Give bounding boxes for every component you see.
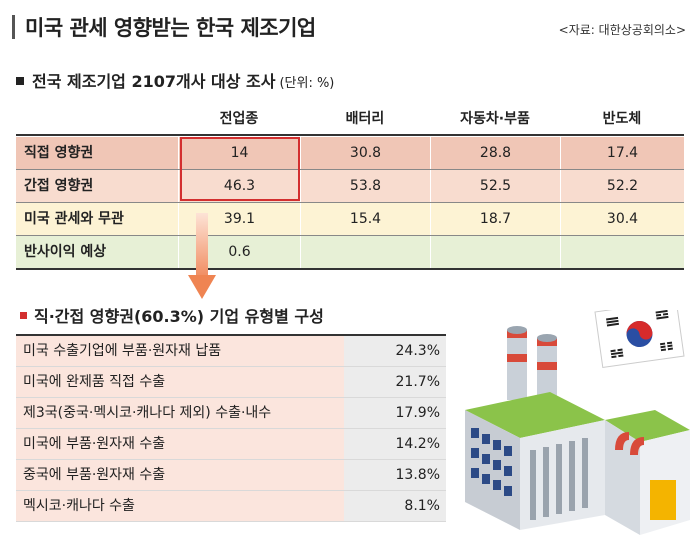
table-cell: 30.4 — [560, 203, 684, 235]
korea-flag-icon — [594, 310, 685, 369]
column-header: 자동차·부품 — [460, 111, 530, 127]
table-cell: 30.8 — [300, 137, 430, 169]
row-divider — [16, 235, 684, 236]
highlight-box — [180, 137, 300, 201]
survey-title: 전국 제조기업 2107개사 대상 조사 — [32, 72, 276, 91]
breakdown-heading: 직·간접 영향권(60.3%) 기업 유형별 구성 — [20, 303, 324, 327]
item-value: 13.8% — [344, 460, 446, 490]
table-cell — [430, 236, 560, 268]
table-cell: 52.5 — [430, 170, 560, 202]
row-label: 직접 영향권 — [16, 137, 178, 169]
item-label: 미국 수출기업에 부품·원자재 납품 — [16, 336, 344, 366]
column-header: 반도체 — [602, 111, 642, 127]
list-item: 중국에 부품·원자재 수출 13.8% — [16, 460, 446, 491]
red-square-bullet-icon — [20, 311, 27, 319]
item-value: 24.3% — [344, 336, 446, 366]
table-row: 반사이익 예상 0.6 — [16, 236, 684, 268]
list-item: 미국에 부품·원자재 수출 14.2% — [16, 429, 446, 460]
table-cell: 46.3 — [178, 170, 300, 202]
row-label: 반사이익 예상 — [16, 236, 178, 268]
down-arrow-icon — [188, 213, 216, 299]
breakdown-top-rule — [16, 334, 446, 336]
item-label: 미국에 부품·원자재 수출 — [16, 429, 344, 459]
source-note: <자료: 대한상공회의소> — [558, 23, 686, 37]
survey-unit: (단위: %) — [279, 76, 335, 91]
survey-heading: 전국 제조기업 2107개사 대상 조사 (단위: %) — [16, 68, 334, 92]
item-label: 미국에 완제품 직접 수출 — [16, 367, 344, 397]
item-value: 21.7% — [344, 367, 446, 397]
table-cell: 17.4 — [560, 137, 684, 169]
row-divider — [16, 202, 684, 203]
table-cell: 53.8 — [300, 170, 430, 202]
title-accent-bar — [12, 15, 15, 39]
chimney-right — [537, 334, 557, 402]
column-header: 배터리 — [345, 111, 385, 127]
title-bar: 미국 관세 영향받는 한국 제조기업 — [12, 14, 316, 40]
item-label: 제3국(중국·멕시코·캐나다 제외) 수출·내수 — [16, 398, 344, 428]
breakdown-title: 직·간접 영향권(60.3%) 기업 유형별 구성 — [34, 307, 324, 326]
list-item: 멕시코·캐나다 수출 8.1% — [16, 491, 446, 522]
factory-building — [465, 392, 690, 535]
item-value: 17.9% — [344, 398, 446, 428]
table-row: 미국 관세와 무관 39.1 15.4 18.7 30.4 — [16, 203, 684, 235]
row-divider — [16, 169, 684, 170]
table-cell: 52.2 — [560, 170, 684, 202]
table-cell: 28.8 — [430, 137, 560, 169]
list-item: 미국에 완제품 직접 수출 21.7% — [16, 367, 446, 398]
row-label: 간접 영향권 — [16, 170, 178, 202]
row-label: 미국 관세와 무관 — [16, 203, 178, 235]
table-cell — [560, 236, 684, 268]
square-bullet-icon — [16, 77, 24, 85]
table-cell: 15.4 — [300, 203, 430, 235]
table-row: 직접 영향권 14 30.8 28.8 17.4 — [16, 137, 684, 169]
table-cell: 39.1 — [178, 203, 300, 235]
list-item: 제3국(중국·멕시코·캐나다 제외) 수출·내수 17.9% — [16, 398, 446, 429]
list-item: 미국 수출기업에 부품·원자재 납품 24.3% — [16, 336, 446, 367]
page-title: 미국 관세 영향받는 한국 제조기업 — [25, 16, 316, 40]
table-top-rule — [16, 134, 684, 136]
table-row: 간접 영향권 46.3 53.8 52.5 52.2 — [16, 170, 684, 202]
table-cell — [300, 236, 430, 268]
item-label: 멕시코·캐나다 수출 — [16, 491, 344, 521]
table-cell: 18.7 — [430, 203, 560, 235]
factory-illustration — [465, 310, 690, 535]
item-value: 8.1% — [344, 491, 446, 521]
column-header: 전업종 — [219, 111, 259, 127]
table-bottom-rule — [16, 268, 684, 270]
item-value: 14.2% — [344, 429, 446, 459]
item-label: 중국에 부품·원자재 수출 — [16, 460, 344, 490]
chimney-left — [507, 326, 527, 400]
table-cell: 14 — [178, 137, 300, 169]
